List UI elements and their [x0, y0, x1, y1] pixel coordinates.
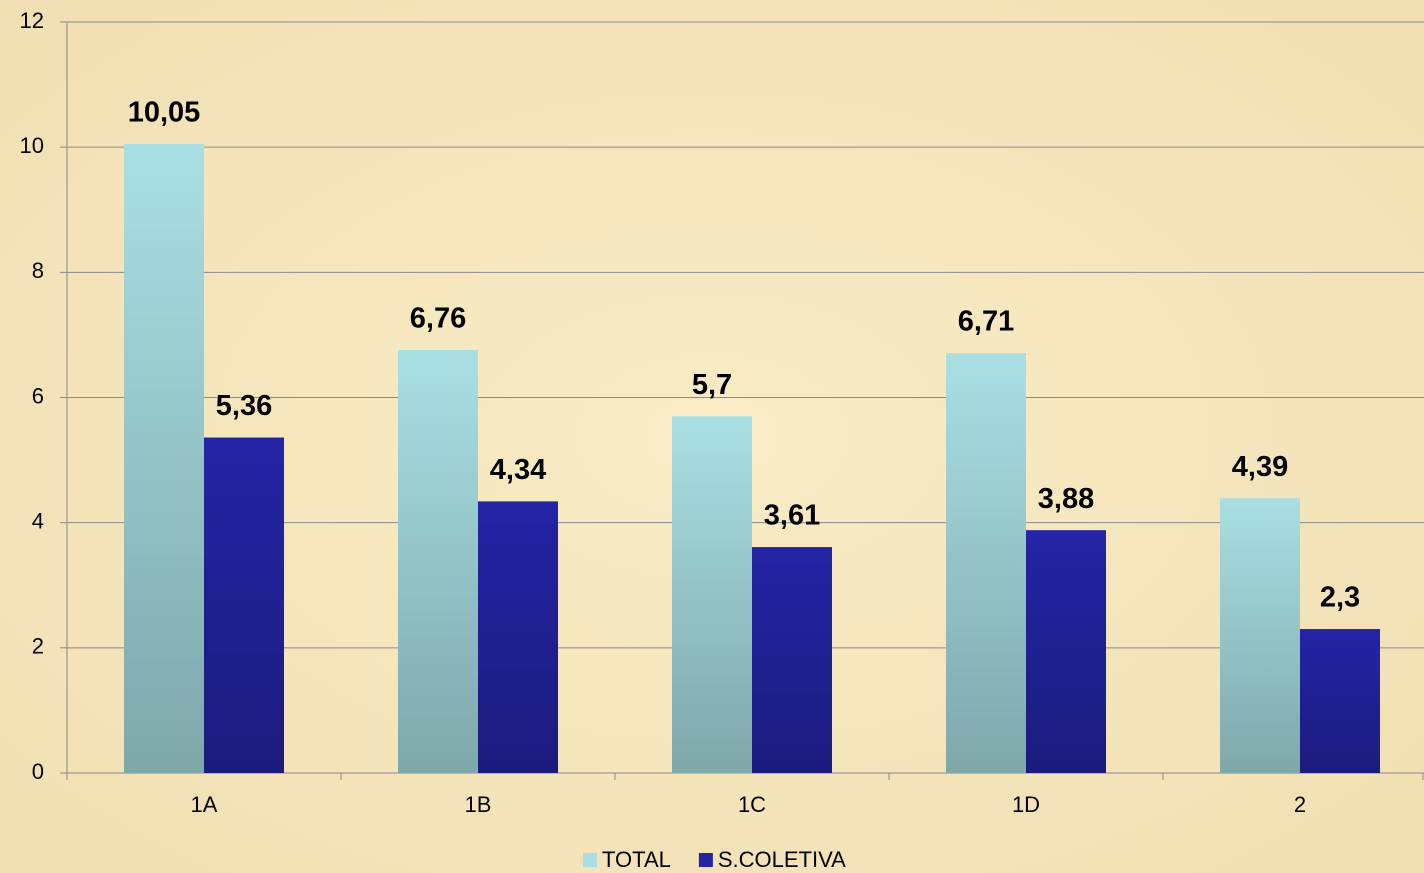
- y-tick-label: 10: [20, 133, 44, 158]
- y-tick-label: 4: [32, 508, 44, 533]
- x-tick-label: 1C: [738, 792, 766, 817]
- value-label: 10,05: [128, 97, 201, 129]
- y-tick-label: 2: [32, 634, 44, 659]
- value-label: 4,39: [1232, 451, 1288, 483]
- value-label: 4,34: [490, 454, 546, 486]
- value-label: 3,61: [764, 500, 820, 532]
- bar-shade: [478, 501, 558, 773]
- legend-label: TOTAL: [602, 847, 671, 872]
- legend-label: S.COLETIVA: [718, 847, 846, 872]
- legend-swatch: [583, 853, 597, 867]
- y-tick-label: 0: [32, 759, 44, 784]
- x-tick-label: 1D: [1012, 792, 1040, 817]
- x-tick-label: 1A: [191, 792, 218, 817]
- bar-shade: [946, 353, 1026, 773]
- x-tick-label: 1B: [465, 792, 492, 817]
- bar-shade: [124, 144, 204, 774]
- value-label: 6,76: [410, 303, 466, 335]
- bar-shade: [1220, 498, 1300, 773]
- bar-shade: [752, 547, 832, 773]
- legend-swatch: [698, 853, 713, 867]
- x-tick-label: 2: [1294, 792, 1306, 817]
- y-tick-label: 6: [32, 383, 44, 408]
- y-tick-label: 12: [20, 8, 44, 33]
- value-label: 5,7: [692, 369, 732, 401]
- value-label: 5,36: [216, 390, 272, 422]
- bar-shade: [398, 349, 478, 773]
- bar-shade: [1300, 629, 1380, 773]
- bar-shade: [1026, 530, 1106, 773]
- value-label: 6,71: [958, 306, 1014, 338]
- y-tick-label: 8: [32, 258, 44, 283]
- value-label: 3,88: [1038, 483, 1094, 515]
- bar-shade: [204, 437, 284, 773]
- value-label: 2,3: [1320, 582, 1360, 614]
- bar-shade: [672, 416, 752, 773]
